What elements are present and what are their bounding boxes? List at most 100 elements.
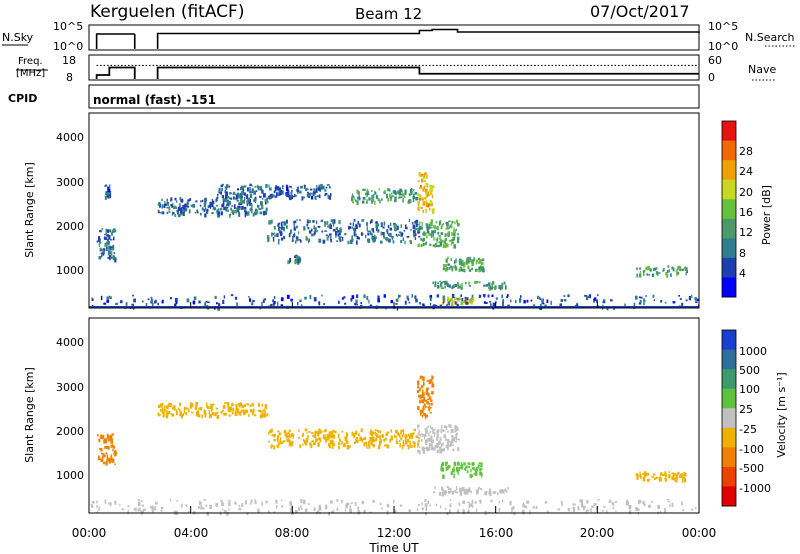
echo-cell-2-113 xyxy=(229,213,232,216)
velocity-ytick-1000: 1000 xyxy=(56,469,84,482)
echo-cell-13-188 xyxy=(596,294,599,297)
echo-cell-12-46 xyxy=(639,270,641,275)
echo-cell-8-197 xyxy=(205,504,208,507)
echo-cell-13-47 xyxy=(249,298,252,302)
echo-cell-13-175 xyxy=(338,300,340,304)
echo-cell-13-52 xyxy=(157,302,159,306)
echo-cell-2-46 xyxy=(302,439,305,442)
echo-cell-8-91 xyxy=(451,232,453,236)
echo-cell-2-44 xyxy=(187,199,190,202)
echo-cell-6-15 xyxy=(433,491,436,494)
echo-cell-2-2 xyxy=(211,199,213,201)
freq-tick-top: 18 xyxy=(62,54,76,67)
echo-cell-5-180 xyxy=(277,223,280,227)
echo-cell-9-55 xyxy=(460,269,463,272)
echo-cell-0-23 xyxy=(98,242,100,247)
echo-cell-3-41 xyxy=(422,376,425,381)
echo-cell-2-89 xyxy=(271,434,274,437)
echo-cell-2-36 xyxy=(301,435,303,437)
power-colorbar-swatch-8 xyxy=(722,277,736,298)
echo-cell-13-199 xyxy=(602,301,605,303)
echo-cell-2-40 xyxy=(417,439,420,443)
echo-cell-8-121 xyxy=(458,502,461,506)
echo-cell-2-129 xyxy=(306,431,308,434)
echo-cell-2-166 xyxy=(270,444,274,448)
echo-cell-2-216 xyxy=(338,445,340,450)
echo-cell-6-40 xyxy=(366,188,369,194)
echo-cell-8-96 xyxy=(442,243,445,249)
echo-cell-6-38 xyxy=(485,491,488,493)
echo-cell-2-243 xyxy=(368,444,371,449)
echo-cell-5-247 xyxy=(270,232,273,237)
echo-cell-0-50 xyxy=(96,434,99,437)
echo-cell-1-101 xyxy=(216,411,219,415)
echo-cell-3-46 xyxy=(425,414,429,418)
echo-cell-13-184 xyxy=(207,301,210,303)
echo-cell-0-31 xyxy=(112,245,115,249)
echo-cell-2-213 xyxy=(400,437,403,441)
echo-cell-1-13 xyxy=(105,193,107,195)
echo-cell-7-21 xyxy=(681,478,684,483)
echo-cell-3-2 xyxy=(255,190,258,193)
echo-cell-2-206 xyxy=(371,442,374,445)
echo-cell-8-227 xyxy=(444,507,447,510)
echo-cell-5-169 xyxy=(295,236,299,241)
echo-cell-3-111 xyxy=(281,185,284,189)
echo-cell-8-128 xyxy=(606,510,608,514)
power-cbar-tick-24: 24 xyxy=(739,165,753,178)
echo-cell-8-131 xyxy=(425,512,427,516)
echo-cell-8-151 xyxy=(682,508,684,511)
echo-cell-1-126 xyxy=(162,413,165,418)
echo-cell-0-37 xyxy=(110,238,113,241)
echo-cell-7-47 xyxy=(418,196,421,201)
echo-cell-13-107 xyxy=(214,295,217,299)
echo-cell-13-29 xyxy=(318,301,321,306)
echo-cell-5-142 xyxy=(338,219,341,225)
echo-cell-7-4 xyxy=(418,209,420,212)
echo-cell-8-95 xyxy=(511,507,513,512)
echo-cell-13-214 xyxy=(186,298,190,303)
echo-cell-2-6 xyxy=(344,437,348,441)
power-cbar-label: Power [dB] xyxy=(760,185,773,245)
echo-cell-5-165 xyxy=(267,240,269,243)
echo-cell-2-77 xyxy=(203,209,206,212)
echo-cell-3-104 xyxy=(218,191,221,194)
echo-cell-13-104 xyxy=(415,298,418,303)
echo-cell-8-87 xyxy=(455,228,457,231)
echo-cell-10-8 xyxy=(483,284,486,287)
echo-cell-0-1 xyxy=(102,250,105,254)
echo-cell-5-209 xyxy=(318,238,322,243)
echo-cell-1-121 xyxy=(263,414,266,418)
echo-cell-8-104 xyxy=(298,508,300,511)
echo-cell-1-110 xyxy=(210,405,213,409)
echo-cell-3-137 xyxy=(232,193,235,195)
echo-cell-5-52 xyxy=(453,474,455,479)
echo-cell-8-165 xyxy=(149,506,152,508)
vel-cbar-tick-1000: 1000 xyxy=(739,345,767,358)
echo-cell-10-47 xyxy=(500,285,504,290)
echo-cell-5-158 xyxy=(372,228,374,232)
echo-cell-13-228 xyxy=(446,304,449,308)
vel-colorbar-swatch-1 xyxy=(722,349,736,370)
echo-cell-2-202 xyxy=(246,204,249,207)
echo-cell-2-169 xyxy=(322,434,325,439)
echo-cell-5-106 xyxy=(299,219,301,222)
echo-cell-5-193 xyxy=(295,240,297,244)
echo-cell-13-16 xyxy=(119,300,123,304)
echo-cell-8-59 xyxy=(524,505,528,509)
echo-cell-12-1 xyxy=(681,268,685,271)
echo-cell-0-40 xyxy=(112,255,116,261)
echo-cell-3-51 xyxy=(429,407,432,409)
echo-cell-1-106 xyxy=(209,413,212,419)
echo-cell-2-81 xyxy=(164,201,166,204)
echo-cell-13-22 xyxy=(263,298,266,301)
echo-cell-13-26 xyxy=(261,301,263,307)
echo-cell-13-229 xyxy=(495,297,498,300)
echo-cell-5-1 xyxy=(466,465,468,469)
echo-cell-2-91 xyxy=(215,198,217,203)
echo-cell-1-94 xyxy=(183,407,187,410)
echo-cell-5-14 xyxy=(478,464,481,467)
echo-cell-8-154 xyxy=(379,502,382,506)
echo-cell-13-124 xyxy=(643,298,645,302)
echo-cell-8-40 xyxy=(462,500,465,505)
